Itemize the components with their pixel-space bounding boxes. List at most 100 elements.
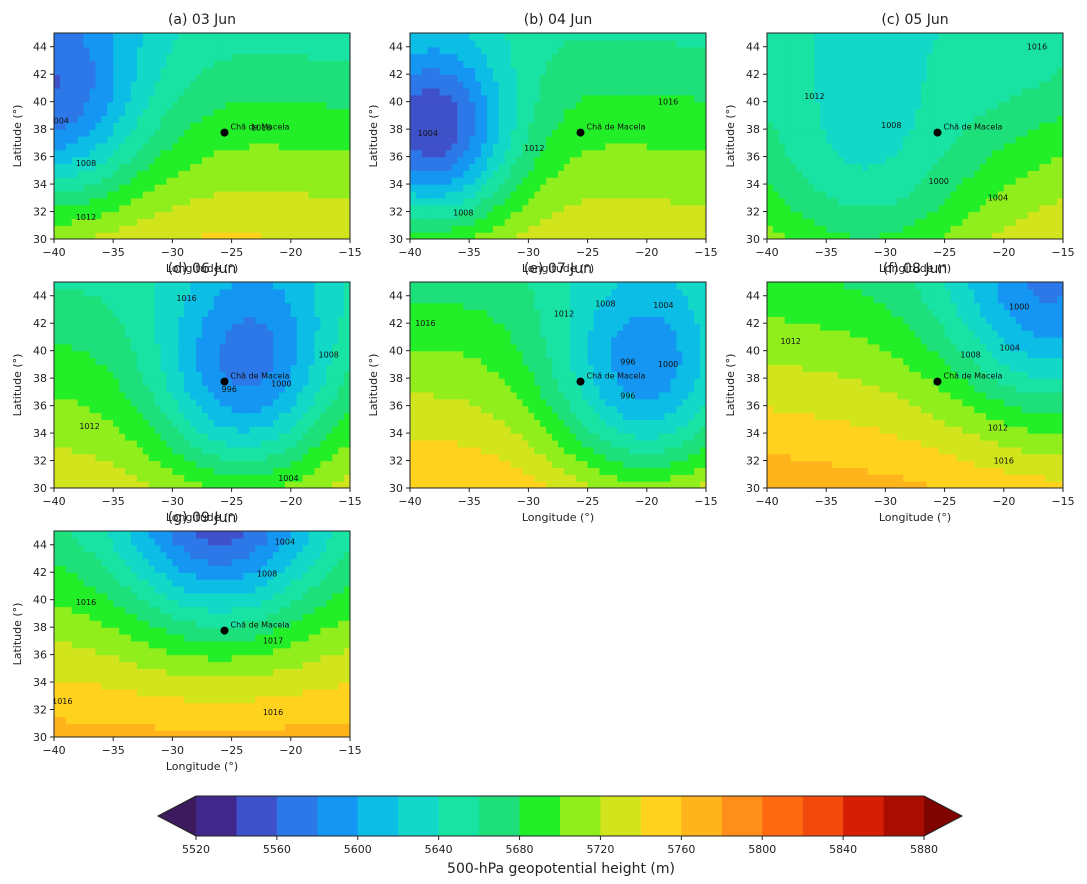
colorbar-boxes [196, 796, 925, 836]
colorbar-tick-label: 5680 [506, 843, 534, 856]
station-label: Chã de Macela [587, 123, 646, 132]
isobar-label: 1004 [653, 301, 673, 310]
isobar-label: 1000 [658, 360, 678, 369]
isobar-label: 996 [222, 385, 237, 394]
isobar-label: 996 [620, 392, 635, 401]
panel-frame [53, 530, 351, 738]
y-tick-label: 32 [746, 206, 760, 219]
isobar-label: 1008 [76, 159, 96, 168]
y-tick-label: 44 [33, 41, 47, 54]
y-tick-label: 40 [389, 96, 403, 109]
panel-frame [409, 32, 707, 240]
y-tick-label: 40 [33, 96, 47, 109]
y-tick-label: 34 [33, 676, 47, 689]
x-axis-label: Longitude (°) [522, 262, 594, 275]
station-marker [220, 128, 229, 137]
x-tick-label: −30 [874, 495, 897, 508]
isobar-label: 1000 [1009, 303, 1029, 312]
colorbar-box [802, 796, 844, 836]
y-tick-label: 44 [33, 539, 47, 552]
y-tick-label: 36 [746, 151, 760, 164]
isobar-label: 1008 [881, 121, 901, 130]
isobar-label: 1012 [524, 144, 544, 153]
isobar-label: 1004 [418, 129, 438, 138]
isobar-labels: 1016 1012 1008 1000 1004 [804, 43, 1047, 203]
height-field [410, 33, 706, 239]
y-tick-label: 38 [33, 372, 47, 385]
station-marker [220, 377, 229, 386]
isobar-label: 1008 [319, 351, 339, 360]
isobar-label: 1016 [76, 598, 96, 607]
isobar-label: 996 [620, 357, 635, 366]
y-tick-label: 34 [389, 427, 403, 440]
colorbar-box [438, 796, 480, 836]
y-tick-label: 40 [746, 96, 760, 109]
y-tick-label: 40 [746, 345, 760, 358]
colorbar-tick-label: 5720 [586, 843, 614, 856]
height-field [54, 33, 350, 239]
y-tick-label: 40 [389, 345, 403, 358]
y-tick-label: 40 [33, 594, 47, 607]
x-axis-label: Longitude (°) [166, 511, 238, 524]
x-tick-label: −15 [338, 246, 361, 259]
y-tick-label: 44 [746, 41, 760, 54]
x-axis-label: Longitude (°) [879, 262, 951, 275]
x-tick-label: −15 [1051, 495, 1074, 508]
y-tick-label: 30 [746, 482, 760, 495]
x-tick-label: −35 [815, 246, 838, 259]
x-tick-label: −15 [1051, 246, 1074, 259]
colorbar-outline [156, 795, 964, 837]
y-tick-label: 44 [33, 290, 47, 303]
colorbar-box [681, 796, 723, 836]
y-tick-label: 44 [389, 290, 403, 303]
panel-frame [53, 32, 351, 240]
x-tick-label: −20 [279, 246, 302, 259]
y-tick-label: 32 [389, 455, 403, 468]
isobar-label: 1016 [251, 124, 271, 133]
x-tick-label: −25 [220, 246, 243, 259]
map-panel: 1016 1012 1008 1004 1000 996 996 Chã de Macela (… [367, 261, 718, 524]
isobar-label: 1012 [554, 309, 574, 318]
y-tick-label: 38 [746, 123, 760, 136]
isobar-label: 1016 [52, 697, 72, 706]
y-tick-label: 42 [389, 68, 403, 81]
y-tick-label: 34 [33, 178, 47, 191]
y-axis-label: Latitude (°) [11, 354, 24, 417]
x-tick-label: −35 [458, 495, 481, 508]
y-tick-label: 42 [33, 317, 47, 330]
y-tick-label: 44 [389, 41, 403, 54]
isobar-labels: 1004 1008 1012 1016 [54, 117, 271, 222]
x-tick-label: −20 [635, 495, 658, 508]
y-tick-label: 32 [389, 206, 403, 219]
colorbar-box [721, 796, 763, 836]
y-tick-label: 30 [746, 233, 760, 246]
height-field [54, 282, 350, 488]
height-field [410, 282, 706, 488]
x-tick-label: −40 [42, 246, 65, 259]
panel-frame [409, 281, 707, 489]
y-axis-label: Latitude (°) [11, 603, 24, 666]
colorbar-tick-label: 5640 [425, 843, 453, 856]
x-tick-label: −25 [933, 246, 956, 259]
panel-frame [766, 32, 1064, 240]
y-tick-label: 42 [746, 68, 760, 81]
isobar-label: 1016 [415, 319, 435, 328]
isobar-label: 1004 [278, 474, 298, 483]
x-tick-label: −20 [992, 246, 1015, 259]
y-tick-label: 36 [389, 400, 403, 413]
x-tick-label: −30 [161, 744, 184, 757]
colorbar-over-triangle [924, 796, 962, 836]
y-tick-label: 38 [33, 621, 47, 634]
panel-title: (b) 04 Jun [524, 12, 592, 28]
x-tick-label: −20 [279, 495, 302, 508]
colorbar-box [762, 796, 804, 836]
colorbar-box [640, 796, 682, 836]
colorbar-tick-label: 5880 [910, 843, 938, 856]
panel-title: (g) 09 Jun [168, 510, 236, 526]
x-tick-label: −40 [755, 246, 778, 259]
y-tick-label: 42 [389, 317, 403, 330]
x-tick-label: −40 [398, 495, 421, 508]
y-tick-label: 30 [33, 731, 47, 744]
x-tick-label: −30 [874, 246, 897, 259]
